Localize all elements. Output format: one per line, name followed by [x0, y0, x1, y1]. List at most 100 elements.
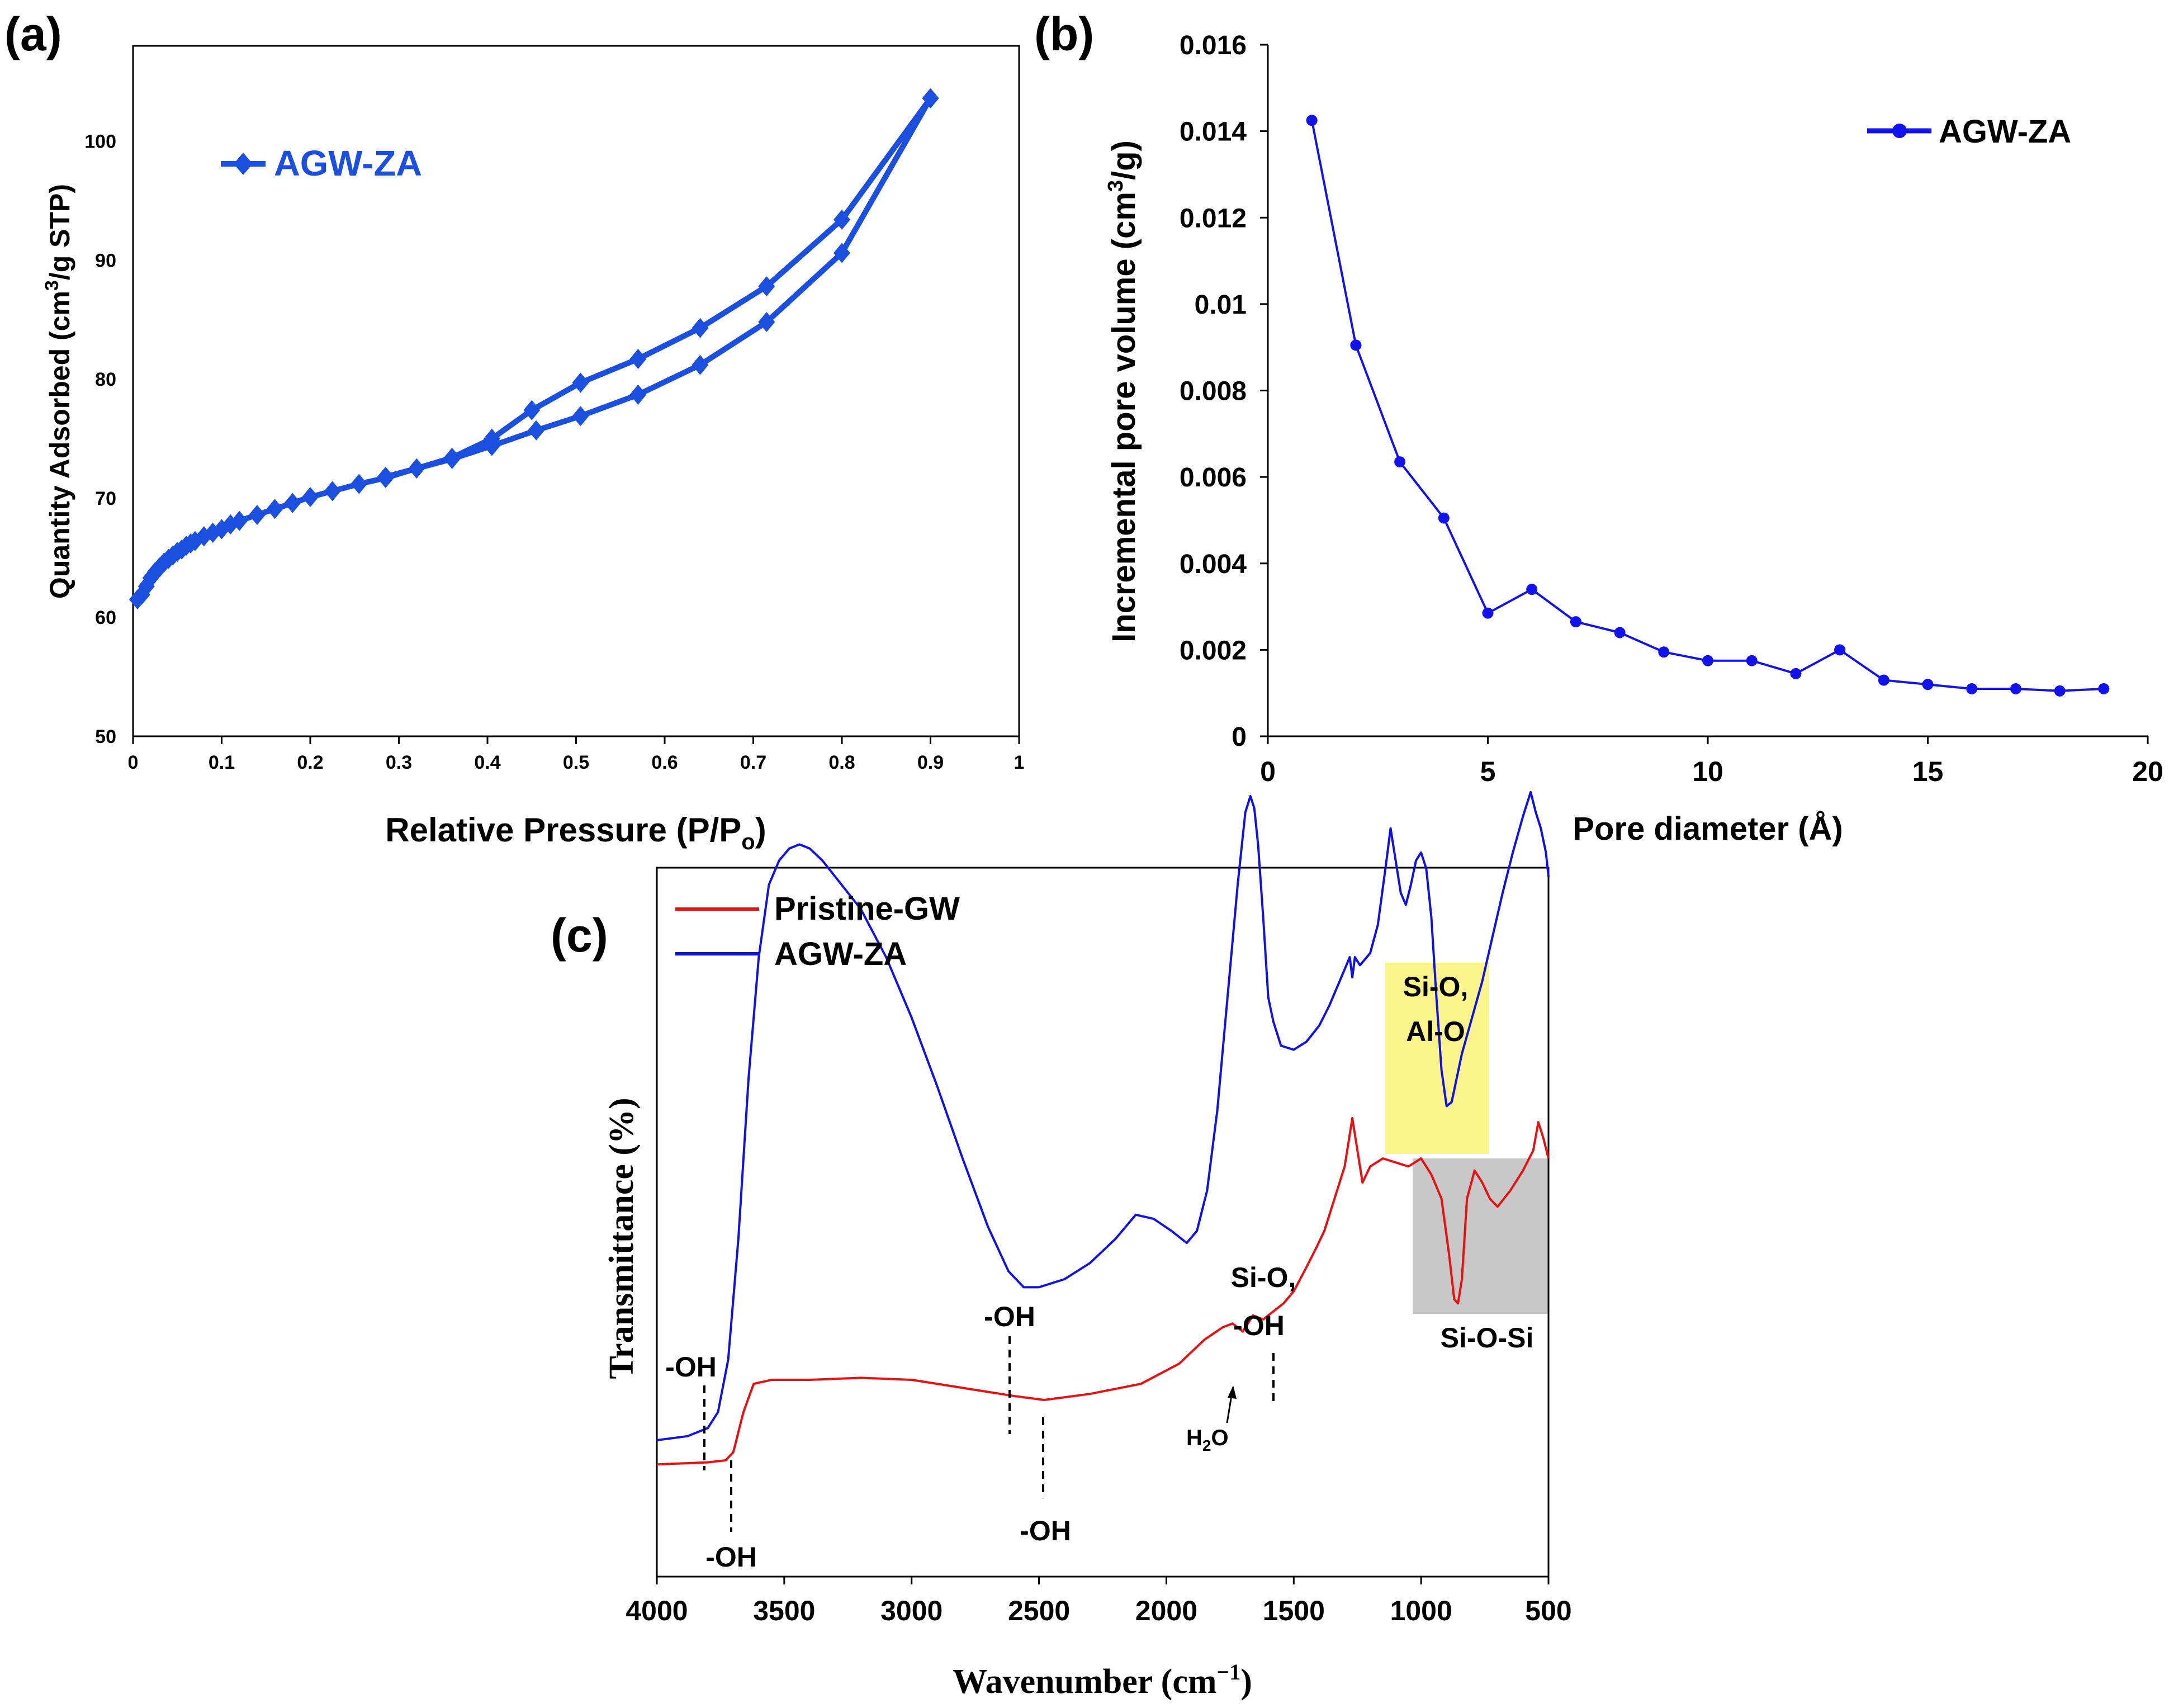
panel-a-adsorption-point	[351, 474, 368, 494]
panel-c-series-lines	[656, 791, 1550, 1466]
panel-a-x-axis-title-end: )	[755, 811, 766, 849]
annotation-oh-blue-left: -OH	[665, 1351, 717, 1383]
panel-a-x-axis-title-main: Relative Pressure (P/P	[385, 811, 741, 849]
panel-a-desorption-point	[758, 276, 775, 297]
panel-a-x-ticks: 0 0.1 0.2 0.3 0.4 0.5 0.6 0.7 0.8 0.9 1	[128, 736, 1024, 773]
panel-a-series-desorption-line	[385, 96, 933, 480]
panel-c-label: (c)	[551, 909, 608, 962]
panel-a-x-tick-label: 0	[128, 752, 139, 773]
panel-b-data-point	[1350, 339, 1362, 351]
panel-b-pore-distribution-chart: (b) 00.0020.0040.0060.0080.010.0120.0140…	[1034, 8, 2163, 847]
panel-c-series-agw-za-line	[656, 791, 1550, 1441]
panel-b-data-point	[1526, 584, 1538, 595]
annotation-h2o-arrowhead	[1228, 1385, 1237, 1399]
panel-a-desorption-point	[523, 400, 541, 420]
panel-a-adsorption-point	[833, 243, 850, 263]
panel-a-legend-marker	[234, 153, 253, 175]
panel-a-desorption-point	[833, 209, 850, 230]
panel-b-data-point	[1922, 679, 1934, 690]
panel-b-label: (b)	[1034, 8, 1094, 60]
panel-c-plot-frame	[656, 867, 1550, 1578]
annotation-oh-red-left: -OH	[705, 1541, 757, 1573]
panel-b-data-point	[1306, 115, 1318, 126]
panel-b-x-axis-title: Pore diameter (Å)	[1573, 811, 1843, 847]
panel-b-y-axis-title: Incremental pore volume (cm3/g)	[1104, 140, 1142, 642]
panel-b-data-point	[1966, 683, 1978, 694]
panel-a-x-tick-label: 0.5	[563, 752, 589, 773]
panel-c-x-tick-label: 4000	[626, 1595, 688, 1626]
panel-a-adsorption-point	[692, 354, 709, 375]
panel-a-series-adsorption-line	[135, 97, 933, 602]
panel-a-x-axis-title: Relative Pressure (P/Po)	[385, 811, 766, 854]
panel-b-x-tick-label: 0	[1260, 756, 1276, 787]
panel-a-y-tick-label: 50	[95, 726, 116, 747]
panel-b-legend: AGW-ZA	[1867, 113, 2071, 150]
panel-b-data-point	[1790, 668, 1802, 679]
panel-c-x-tick-label: 3500	[753, 1595, 815, 1626]
panel-a-adsorption-point	[528, 420, 545, 441]
annotation-oh-blue-mid: -OH	[984, 1301, 1035, 1332]
panel-c-ftir-chart: (c) 4000 3500 3000 2500 2000 1500 1000 500 Pris…	[551, 791, 1572, 1701]
panel-b-data-point	[1394, 456, 1406, 468]
panel-b-x-tick-label: 20	[2132, 756, 2163, 787]
panel-a-x-axis-title-sub: o	[741, 830, 755, 854]
annotation-sio-alo-line2: Al-O	[1406, 1016, 1465, 1047]
panel-c-legend: Pristine-GW AGW-ZA	[675, 891, 960, 972]
panel-a-desorption-point	[443, 447, 461, 468]
panel-a-y-axis-title-main: Quantity Adsorbed (cm	[44, 291, 75, 599]
panel-a-desorption-point	[629, 349, 647, 370]
panel-b-y-axis-title-sup: 3	[1104, 180, 1128, 192]
panel-b-legend-marker	[1892, 124, 1907, 138]
panel-b-y-tick-label: 0.006	[1180, 463, 1247, 493]
panel-b-x-tick-label: 5	[1480, 756, 1496, 787]
panel-a-y-tick-label: 60	[95, 607, 116, 628]
panel-a-y-tick-label: 90	[95, 250, 116, 271]
annotation-sio-alo-line1: Si-O,	[1403, 971, 1469, 1002]
panel-a-desorption-point	[483, 428, 500, 449]
panel-a-x-tick-label: 0.1	[209, 752, 235, 773]
panel-b-y-axis-title-end: /g)	[1106, 140, 1142, 180]
panel-a-y-axis-title-end: /g STP)	[44, 184, 75, 280]
panel-a-desorption-point	[408, 458, 425, 479]
panel-b-series-lines	[1310, 120, 2104, 692]
panel-c-x-tick-label: 1000	[1390, 1595, 1452, 1626]
panel-a-adsorption-point	[572, 406, 589, 427]
annotation-h2o-sub: 2	[1202, 1437, 1211, 1454]
panel-b-data-point	[2054, 685, 2066, 697]
panel-a-adsorption-point	[629, 384, 647, 405]
panel-a-desorption-point	[572, 372, 589, 393]
panel-b-y-tick-label: 0.012	[1180, 204, 1247, 233]
panel-c-x-tick-label: 2000	[1135, 1595, 1197, 1626]
annotation-sio-oh-line2: -OH	[1233, 1310, 1285, 1341]
annotation-si-o-si: Si-O-Si	[1441, 1322, 1534, 1354]
panel-b-data-point	[1614, 627, 1626, 638]
panel-a-adsorption-point	[302, 487, 319, 508]
panel-b-y-tick-label: 0.002	[1180, 636, 1247, 665]
panel-b-series-markers	[1306, 115, 2110, 697]
panel-a-x-tick-label: 0.8	[828, 752, 855, 773]
panel-c-annotations: -OH -OH -OH -OH Si-O, -OH H2O Si-O, Al-O…	[665, 971, 1533, 1573]
panel-a-y-tick-label: 100	[84, 131, 116, 152]
panel-a-series-markers	[129, 88, 939, 610]
panel-b-x-tick-label: 10	[1692, 756, 1723, 787]
panel-a-adsorption-point	[324, 481, 341, 501]
panel-c-y-axis-title: Transmittance (%)	[603, 1097, 641, 1379]
annotation-h2o-end: O	[1211, 1426, 1228, 1450]
panel-c-legend-label-pristine: Pristine-GW	[774, 891, 960, 927]
panel-b-y-tick-label: 0.016	[1180, 31, 1247, 60]
panel-b-y-tick-label: 0	[1232, 722, 1247, 752]
panel-b-data-point	[1878, 674, 1889, 686]
panel-a-y-tick-label: 80	[95, 369, 116, 390]
panel-a-x-tick-label: 0.2	[297, 752, 323, 773]
panel-b-data-point	[1482, 607, 1494, 619]
panel-a-x-tick-label: 0.4	[474, 752, 500, 773]
panel-a-desorption-point	[922, 88, 939, 108]
annotation-sio-oh-line1: Si-O,	[1231, 1262, 1296, 1293]
panel-a-adsorption-point	[266, 499, 283, 519]
panel-a-desorption-point	[377, 466, 394, 487]
panel-b-series-line	[1310, 120, 2104, 692]
panel-b-data-point	[2010, 683, 2021, 694]
panel-b-y-tick-label: 0.014	[1180, 117, 1247, 147]
panel-c-series-pristine-gw-line	[656, 1117, 1550, 1466]
